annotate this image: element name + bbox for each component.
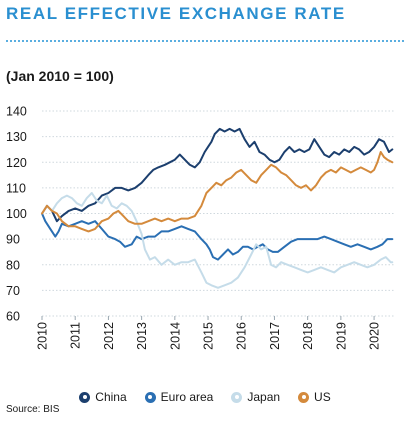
y-tick-label: 110 — [6, 181, 26, 195]
gridlines — [41, 110, 394, 320]
legend-swatch-icon — [231, 391, 243, 403]
x-tick-label: 2011 — [69, 322, 83, 349]
x-tick-label: 2020 — [368, 322, 382, 350]
y-tick-label: 90 — [6, 233, 20, 247]
y-tick-label: 60 — [6, 310, 20, 324]
chart-title: REAL EFFECTIVE EXCHANGE RATE — [6, 4, 346, 23]
chart-subtitle: (Jan 2010 = 100) — [6, 68, 114, 84]
legend-item-japan: Japan — [231, 390, 280, 404]
legend-swatch-icon — [298, 391, 310, 403]
legend-label: Euro area — [160, 390, 214, 404]
series-line-us — [41, 151, 394, 233]
source-note: Source: BIS — [6, 404, 60, 415]
y-tick-label: 80 — [6, 258, 20, 272]
line-chart: 60 70 80 90 100 110 120 130 140 2010 2011 2012 2013… — [6, 105, 394, 350]
title-divider — [6, 40, 404, 42]
legend-item-euro-area: Euro area — [144, 390, 214, 404]
x-tick-label: 2013 — [135, 322, 149, 350]
x-tick-label: 2010 — [36, 322, 50, 350]
x-tick-label: 2016 — [235, 322, 249, 350]
series-lines — [41, 127, 394, 289]
x-tick-label: 2014 — [168, 322, 182, 350]
x-axis-labels: 2010 2011 2012 2013 2014 2015 2016 2017 2018 2019… — [36, 322, 382, 350]
x-tick-label: 2012 — [102, 322, 116, 350]
series-line-euro-area — [41, 212, 394, 261]
legend-swatch-icon — [79, 391, 91, 403]
legend: China Euro area Japan US — [0, 388, 410, 406]
y-tick-label: 70 — [6, 284, 20, 298]
legend-label: US — [314, 390, 331, 404]
y-tick-label: 120 — [6, 156, 27, 170]
legend-label: China — [95, 390, 127, 404]
y-axis-labels: 60 70 80 90 100 110 120 130 140 — [6, 105, 27, 324]
x-tick-label: 2017 — [268, 322, 282, 350]
x-tick-label: 2019 — [334, 322, 348, 350]
legend-item-us: US — [298, 390, 331, 404]
legend-swatch-icon — [144, 391, 156, 403]
series-line-japan — [41, 192, 394, 289]
y-tick-label: 140 — [6, 105, 27, 119]
series-line-china — [41, 127, 394, 223]
legend-label: Japan — [247, 390, 281, 404]
y-tick-label: 130 — [6, 130, 27, 144]
y-tick-label: 100 — [6, 207, 27, 221]
x-tick-label: 2015 — [202, 322, 216, 350]
x-tick-label: 2018 — [301, 322, 315, 350]
legend-item-china: China — [79, 390, 127, 404]
